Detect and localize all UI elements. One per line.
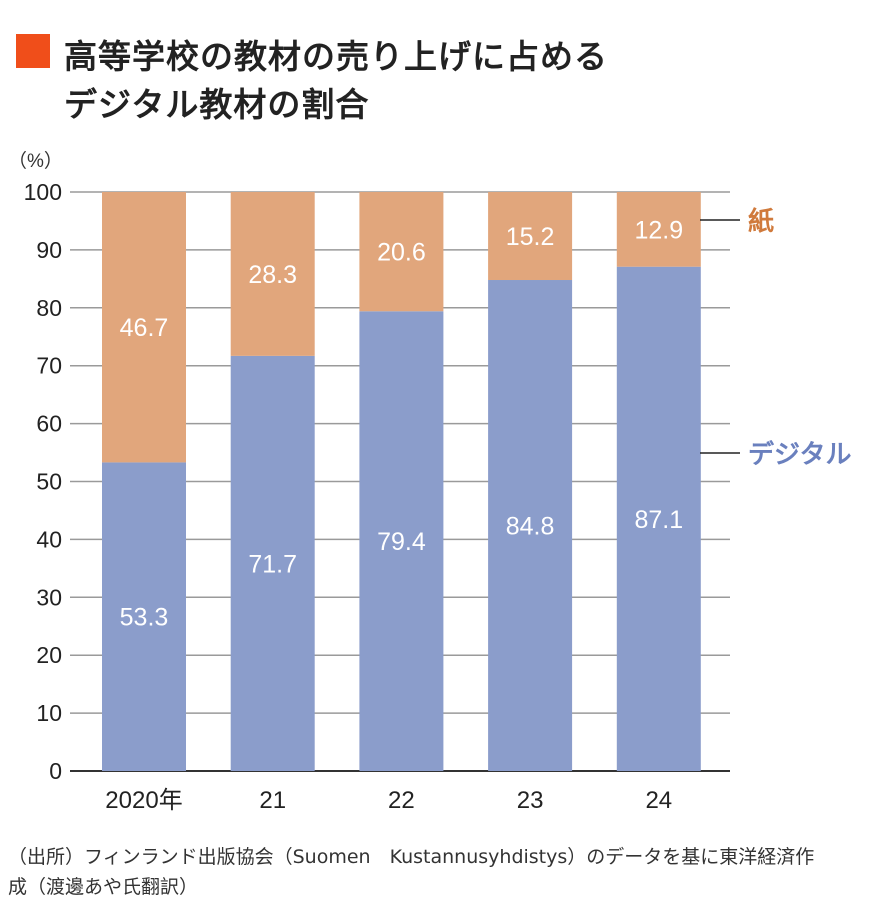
- y-tick-label: 20: [36, 642, 62, 668]
- y-tick-label: 90: [36, 237, 62, 263]
- source-note-line-1: （出所）フィンランド出版協会（Suomen Kustannusyhdistys）…: [8, 846, 815, 868]
- bar-paper: [616, 192, 701, 267]
- data-label-digital: 79.4: [377, 528, 426, 556]
- bar-digital: [102, 462, 186, 771]
- bar-paper: [488, 192, 573, 281]
- data-label-digital: 71.7: [248, 550, 297, 578]
- y-tick-label: 30: [36, 584, 62, 610]
- y-axis-unit: （%）: [8, 150, 63, 172]
- data-label-paper: 15.2: [506, 223, 555, 251]
- x-tick-label: 23: [517, 787, 544, 814]
- data-label-paper: 12.9: [634, 216, 683, 244]
- bar-digital: [616, 266, 701, 771]
- data-label-paper: 46.7: [120, 314, 169, 342]
- x-tick-label: 24: [645, 787, 672, 814]
- x-tick-label: 2020年: [105, 787, 182, 814]
- legend-label-paper: 紙: [748, 206, 774, 237]
- data-label-paper: 28.3: [248, 261, 297, 289]
- y-tick-label: 50: [36, 469, 62, 495]
- bar-digital: [488, 280, 573, 771]
- bar-paper: [359, 192, 444, 312]
- y-tick-label: 70: [36, 353, 62, 379]
- y-tick-label: 40: [36, 526, 62, 552]
- bar-digital: [230, 355, 315, 771]
- data-label-digital: 87.1: [634, 506, 683, 534]
- chart-title-line-2: デジタル教材の割合: [64, 85, 370, 124]
- y-tick-label: 0: [49, 758, 62, 784]
- bar-paper: [230, 192, 315, 356]
- y-tick-label: 10: [36, 700, 62, 726]
- y-tick-label: 60: [36, 411, 62, 437]
- y-tick-label: 100: [24, 179, 62, 205]
- data-label-digital: 53.3: [120, 604, 169, 632]
- title-marker: [16, 34, 50, 68]
- bar-digital: [359, 311, 444, 771]
- data-label-digital: 84.8: [506, 513, 555, 541]
- x-tick-label: 21: [259, 787, 286, 814]
- legend-label-digital: デジタル: [748, 439, 851, 470]
- x-tick-label: 22: [388, 787, 415, 814]
- chart-title-line-1: 高等学校の教材の売り上げに占める: [64, 37, 608, 76]
- y-tick-label: 80: [36, 295, 62, 321]
- data-label-paper: 20.6: [377, 239, 426, 267]
- source-note-line-2: 成（渡邊あや氏翻訳）: [8, 876, 199, 898]
- bar-paper: [102, 192, 186, 463]
